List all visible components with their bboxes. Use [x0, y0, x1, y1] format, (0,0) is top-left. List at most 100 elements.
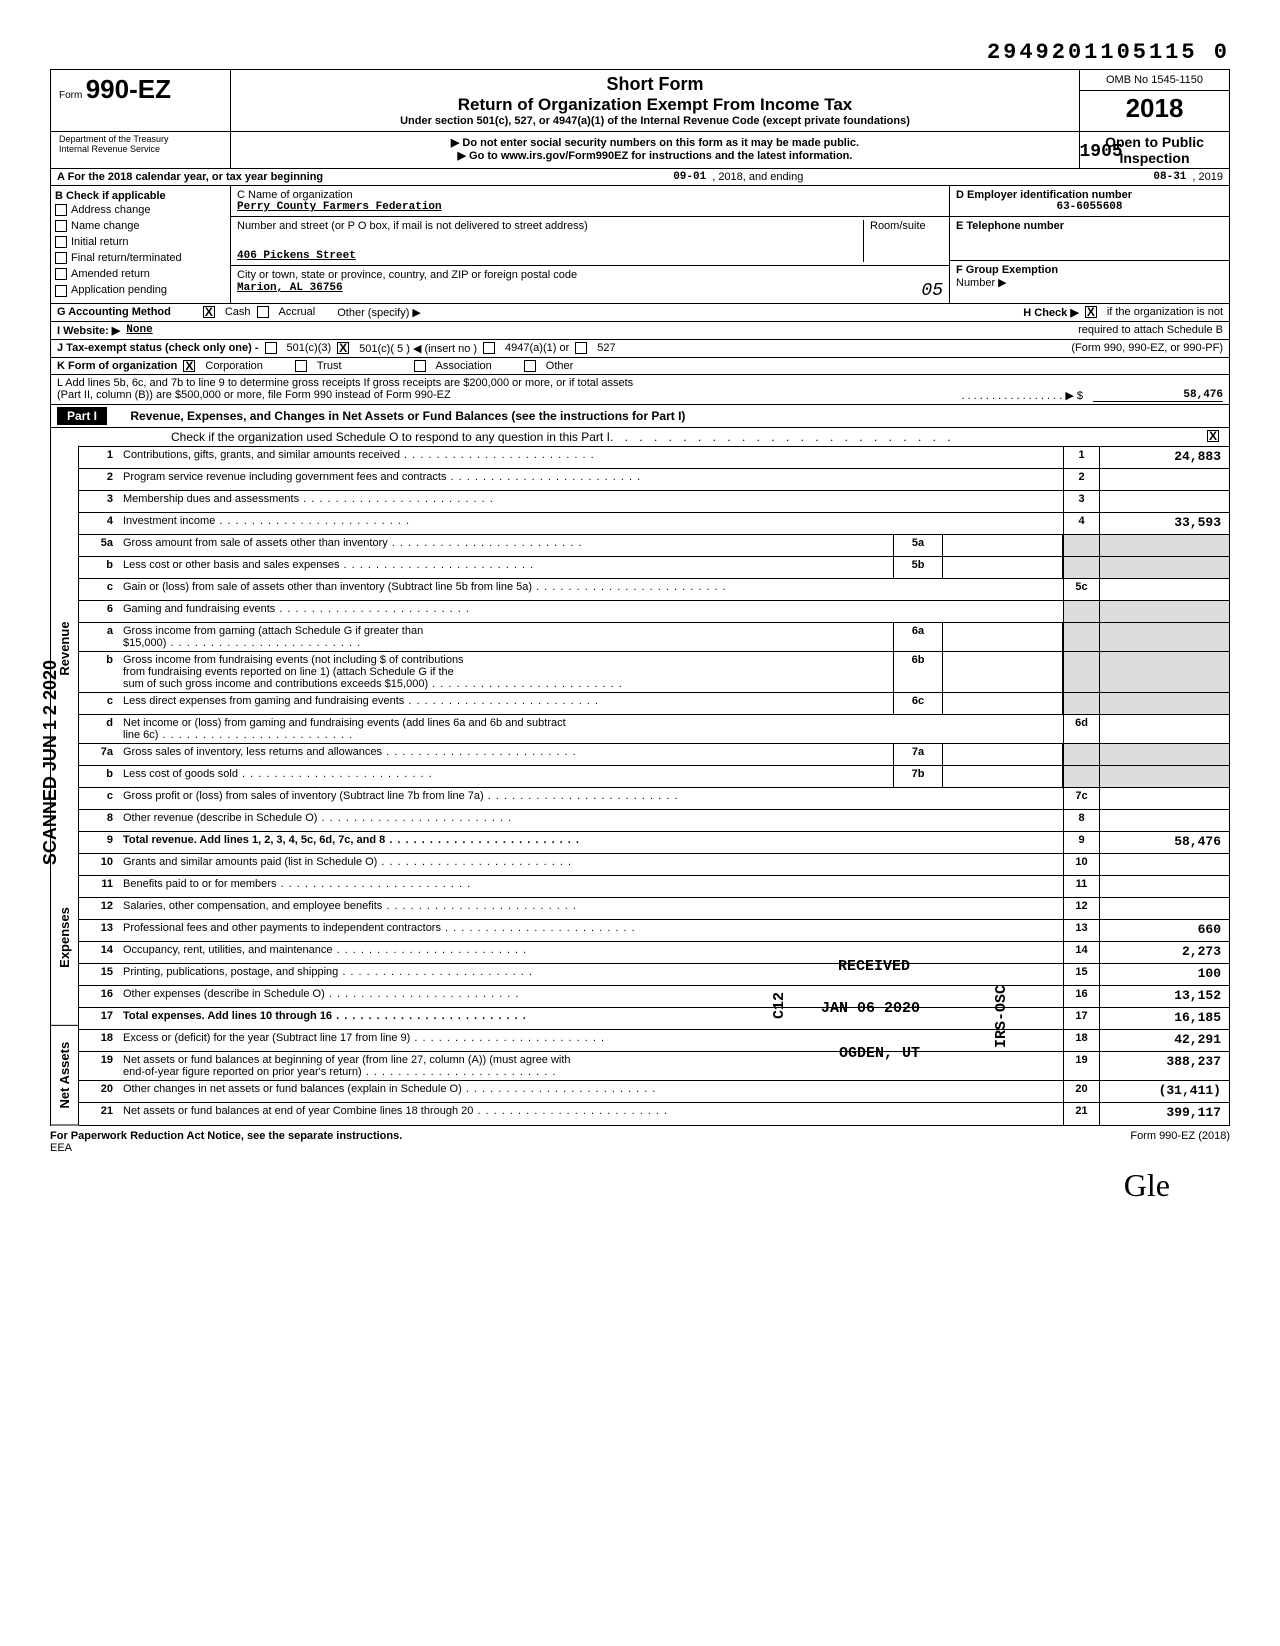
- right-num-7a: [1063, 744, 1099, 765]
- checkbox-name[interactable]: [55, 220, 67, 232]
- line-num-9: 9: [79, 832, 119, 853]
- footer: For Paperwork Reduction Act Notice, see …: [50, 1126, 1230, 1154]
- line-num-16: 16: [79, 986, 119, 1007]
- omb-cell: OMB No 1545-1150 2018: [1079, 70, 1229, 131]
- inner-box-6c: 6c: [893, 693, 943, 714]
- right-num-b: [1063, 652, 1099, 692]
- f-label2: Number ▶: [956, 276, 1223, 289]
- amount-21: 399,117: [1099, 1103, 1229, 1125]
- stamp-05: 05: [921, 281, 943, 301]
- j-opt2: 501(c)( 5 ) ◀ (insert no ): [359, 342, 477, 355]
- line-a: A For the 2018 calendar year, or tax yea…: [50, 168, 1230, 185]
- line-desc-16: Other expenses (describe in Schedule O) …: [119, 986, 1063, 1007]
- checkbox-h[interactable]: [1085, 306, 1097, 318]
- g-label: G Accounting Method: [57, 306, 171, 318]
- line-1: 1Contributions, gifts, grants, and simil…: [79, 447, 1229, 469]
- i-label: I Website: ▶: [57, 324, 120, 337]
- checkbox-assoc[interactable]: [414, 360, 426, 372]
- line-j: J Tax-exempt status (check only one) - 5…: [50, 339, 1230, 357]
- checkbox-501c3[interactable]: [265, 342, 277, 354]
- stamp-ogden: OGDEN, UT: [839, 1045, 920, 1062]
- j-opt3: 4947(a)(1) or: [505, 342, 569, 354]
- line-7a: 7aGross sales of inventory, less returns…: [79, 744, 1229, 766]
- line-num-c: c: [79, 579, 119, 600]
- line-num-6: 6: [79, 601, 119, 622]
- line-desc-c: Less direct expenses from gaming and fun…: [119, 693, 893, 714]
- col-b: B Check if applicable Address change Nam…: [51, 186, 231, 303]
- org-address: 406 Pickens Street: [237, 250, 863, 262]
- right-num-b: [1063, 766, 1099, 787]
- line-num-b: b: [79, 766, 119, 787]
- part1-dots: . . . . . . . . . . . . . . . . . . . . …: [610, 430, 1207, 444]
- accrual-label: Accrual: [279, 306, 316, 318]
- amount-18: 42,291: [1099, 1030, 1229, 1051]
- checkbox-accrual[interactable]: [257, 306, 269, 318]
- line-b: bGross income from fundraising events (n…: [79, 652, 1229, 693]
- check-pending: Application pending: [55, 282, 226, 298]
- line-3: 3Membership dues and assessments . . . .…: [79, 491, 1229, 513]
- checkbox-address[interactable]: [55, 204, 67, 216]
- l-text2: (Part II, column (B)) are $500,000 or mo…: [57, 389, 451, 402]
- j-note: (Form 990, 990-EZ, or 990-PF): [1071, 342, 1223, 354]
- l-value: 58,476: [1093, 389, 1223, 402]
- checkbox-527[interactable]: [575, 342, 587, 354]
- checkbox-501c[interactable]: [337, 342, 349, 354]
- line-desc-21: Net assets or fund balances at end of ye…: [119, 1103, 1063, 1125]
- amount-c: [1099, 788, 1229, 809]
- warn-url: ▶ Go to www.irs.gov/Form990EZ for instru…: [235, 149, 1075, 162]
- checkbox-other[interactable]: [524, 360, 536, 372]
- col-c: C Name of organization Perry County Farm…: [231, 186, 949, 303]
- line-desc-17: Total expenses. Add lines 10 through 16 …: [119, 1008, 1063, 1029]
- line-18: 18Excess or (deficit) for the year (Subt…: [79, 1030, 1229, 1052]
- line-desc-4: Investment income . . . . . . . . . . . …: [119, 513, 1063, 534]
- right-num-5a: [1063, 535, 1099, 556]
- side-netassets: Net Assets: [51, 1026, 79, 1126]
- line-13: 13Professional fees and other payments t…: [79, 920, 1229, 942]
- line-21: 21Net assets or fund balances at end of …: [79, 1103, 1229, 1125]
- checkbox-corp[interactable]: [183, 360, 195, 372]
- line-desc-15: Printing, publications, postage, and shi…: [119, 964, 1063, 985]
- inspection-text: Inspection: [1119, 150, 1189, 166]
- line-desc-13: Professional fees and other payments to …: [119, 920, 1063, 941]
- warnings-cell: ▶ Do not enter social security numbers o…: [231, 132, 1079, 168]
- form-number: 990-EZ: [86, 74, 171, 104]
- checkbox-schedule-o[interactable]: [1207, 430, 1219, 442]
- checkbox-pending[interactable]: [55, 285, 67, 297]
- header-row: Form 990-EZ Short Form Return of Organiz…: [50, 69, 1230, 131]
- right-num-16: 16: [1063, 986, 1099, 1007]
- title-under: Under section 501(c), 527, or 4947(a)(1)…: [239, 115, 1071, 127]
- line-19: 19Net assets or fund balances at beginni…: [79, 1052, 1229, 1081]
- amount-8: [1099, 810, 1229, 831]
- line-desc-3: Membership dues and assessments . . . . …: [119, 491, 1063, 512]
- org-city: Marion, AL 36756: [237, 282, 343, 294]
- amount-15: 100: [1099, 964, 1229, 985]
- j-opt4: 527: [597, 342, 615, 354]
- checkbox-trust[interactable]: [295, 360, 307, 372]
- col-d: D Employer identification number 63-6055…: [949, 186, 1229, 303]
- line-10: 10Grants and similar amounts paid (list …: [79, 854, 1229, 876]
- line-k: K Form of organization Corporation Trust…: [50, 357, 1230, 374]
- line-num-18: 18: [79, 1030, 119, 1051]
- line-a-endyear: , 2019: [1192, 171, 1223, 183]
- line-i: I Website: ▶ None required to attach Sch…: [50, 321, 1230, 339]
- checkbox-4947[interactable]: [483, 342, 495, 354]
- line-desc-a: Gross income from gaming (attach Schedul…: [119, 623, 893, 651]
- right-num-11: 11: [1063, 876, 1099, 897]
- h-label: H Check ▶: [1023, 306, 1079, 319]
- checkbox-cash[interactable]: [203, 306, 215, 318]
- title-cell: Short Form Return of Organization Exempt…: [231, 70, 1079, 131]
- right-num-4: 4: [1063, 513, 1099, 534]
- title-return: Return of Organization Exempt From Incom…: [239, 95, 1071, 115]
- inspection: Inspection 1905: [1082, 150, 1227, 166]
- checkbox-amended[interactable]: [55, 268, 67, 280]
- right-num-8: 8: [1063, 810, 1099, 831]
- checkbox-initial[interactable]: [55, 236, 67, 248]
- amount-5a: [1099, 535, 1229, 556]
- header-row2: Department of the Treasury Internal Reve…: [50, 131, 1230, 168]
- amount-6: [1099, 601, 1229, 622]
- right-num-9: 9: [1063, 832, 1099, 853]
- line-num-4: 4: [79, 513, 119, 534]
- checkbox-final[interactable]: [55, 252, 67, 264]
- schedule-b-text: required to attach Schedule B: [1078, 324, 1223, 336]
- inner-box-7b: 7b: [893, 766, 943, 787]
